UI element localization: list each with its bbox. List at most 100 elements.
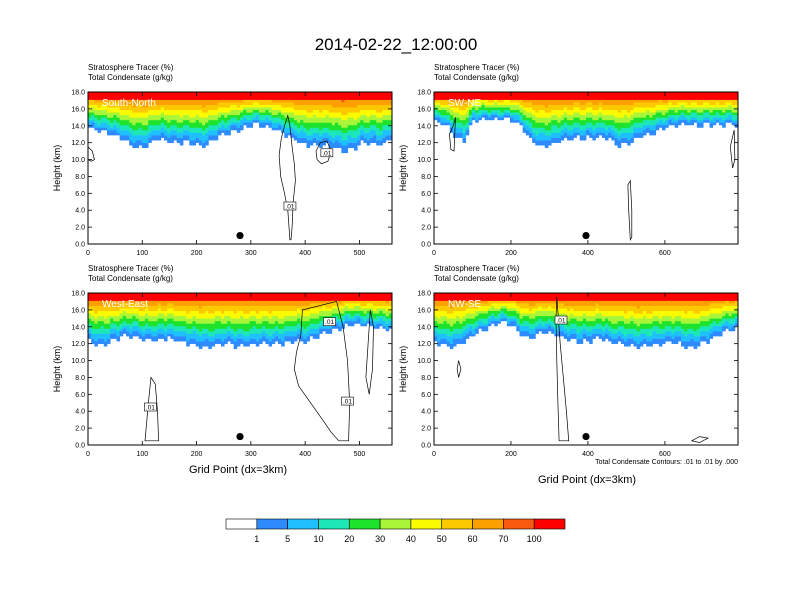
tracer-cell [157, 328, 162, 334]
tracer-cell [259, 92, 263, 100]
tracer-cell [297, 114, 301, 123]
tracer-cell [284, 305, 288, 312]
tracer-cell [487, 112, 492, 116]
tracer-cell [366, 308, 371, 312]
tracer-cell [725, 313, 729, 319]
tracer-cell [290, 305, 295, 312]
tracer-cell [354, 99, 358, 108]
tracer-cell [271, 338, 276, 344]
tracer-cell [328, 135, 333, 141]
tracer-cell [453, 333, 457, 339]
tracer-cell [715, 293, 720, 301]
tracer-cell [373, 325, 377, 329]
tracer-cell [443, 300, 448, 306]
tracer-cell [122, 310, 127, 317]
tracer-cell [347, 99, 352, 108]
tracer-cell [116, 102, 121, 108]
tracer-cell [573, 293, 577, 301]
tracer-cell [100, 117, 105, 123]
tracer-cell [453, 310, 457, 319]
tracer-cell [122, 104, 127, 111]
tracer-cell [173, 305, 178, 312]
tracer-cell [655, 109, 660, 113]
tracer-cell [382, 137, 387, 143]
tracer-cell [217, 338, 222, 344]
tracer-cell [696, 318, 701, 324]
tracer-cell [443, 107, 448, 111]
tracer-cell [217, 305, 222, 312]
tracer-cell [541, 303, 546, 309]
tracer-cell [278, 328, 282, 334]
tracer-cell [255, 341, 260, 347]
tracer-cell [376, 104, 380, 113]
tracer-cell [522, 114, 527, 121]
tracer-cell [709, 318, 714, 324]
tracer-cell [671, 114, 676, 118]
tracer-cell [259, 323, 263, 329]
tracer-cell [268, 107, 273, 113]
tracer-cell [728, 119, 733, 123]
tracer-cell [567, 331, 571, 337]
tracer-cell [456, 102, 460, 108]
tracer-cell [643, 333, 647, 339]
tracer-cell [278, 323, 282, 329]
tracer-cell [316, 328, 320, 334]
tracer-cell [544, 320, 549, 324]
tracer-cell [487, 117, 492, 121]
tracer-cell [243, 109, 247, 116]
y-tick-label: 14.0 [71, 324, 85, 331]
tracer-cell [341, 102, 345, 108]
tracer-cell [563, 293, 568, 301]
tracer-cell [706, 99, 710, 103]
tracer-cell [303, 104, 307, 111]
tracer-cell [100, 310, 105, 317]
tracer-cell [582, 119, 587, 126]
tracer-cell [734, 305, 738, 309]
tracer-cell [589, 127, 593, 133]
tracer-cell [709, 99, 714, 105]
tracer-cell [179, 310, 184, 317]
tracer-cell [205, 338, 209, 347]
tracer-cell [236, 333, 241, 339]
tracer-cell [684, 109, 688, 116]
tracer-cell [100, 104, 105, 111]
tracer-cell [145, 99, 149, 108]
tracer-cell [271, 305, 276, 312]
tracer-cell [719, 303, 723, 309]
tracer-cell [535, 310, 539, 317]
tracer-cell [157, 300, 162, 304]
tracer-cell [684, 305, 688, 314]
tracer-cell [529, 117, 533, 123]
tracer-cell [328, 328, 333, 334]
tracer-cell [541, 92, 546, 100]
tracer-cell [154, 325, 159, 332]
tracer-cell [595, 99, 600, 105]
tracer-cell [103, 305, 108, 312]
tracer-cell [516, 325, 520, 332]
tracer-cell [129, 117, 133, 123]
tracer-cell [535, 308, 539, 312]
tracer-cell [382, 124, 387, 131]
tracer-cell [265, 310, 269, 317]
tracer-cell [240, 109, 244, 113]
tracer-cell [385, 315, 390, 319]
tracer-cell [633, 132, 638, 138]
tracer-cell [290, 320, 295, 327]
tracer-cell [103, 122, 108, 128]
tracer-cell [316, 109, 320, 118]
tracer-cell [525, 117, 530, 121]
tracer-cell [122, 135, 127, 141]
tracer-cell [274, 109, 279, 116]
tracer-cell [627, 328, 631, 334]
tracer-cell [129, 303, 133, 309]
tracer-cell [617, 325, 622, 332]
tracer-cell [484, 305, 489, 312]
tracer-cell [560, 92, 565, 100]
tracer-cell [440, 114, 444, 118]
tracer-cell [712, 104, 717, 108]
tracer-cell [484, 323, 489, 327]
tracer-cell [366, 300, 371, 304]
tracer-cell [170, 114, 174, 121]
tracer-cell [453, 323, 457, 329]
contour-label: .01 [556, 318, 565, 325]
